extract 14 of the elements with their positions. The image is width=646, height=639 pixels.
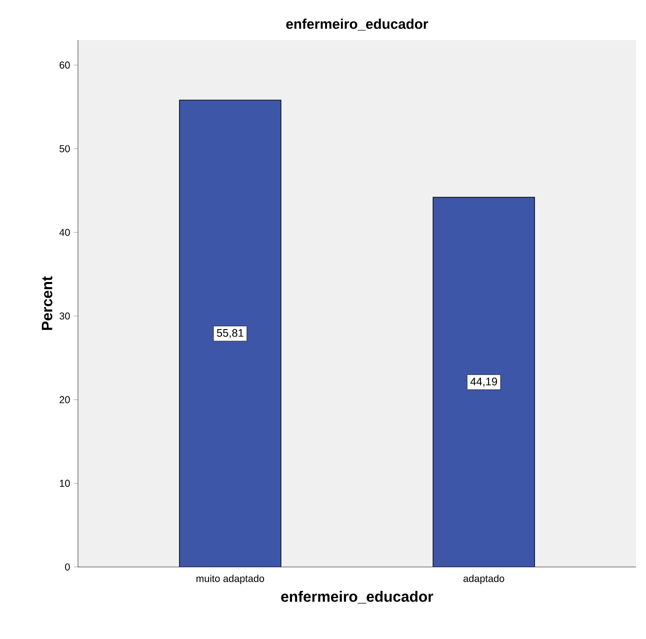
data-label: 55,81 xyxy=(216,329,244,338)
y-tick-label: 10 xyxy=(60,480,70,487)
y-tick-label: 50 xyxy=(60,145,70,152)
x-axis-title: enfermeiro_educador xyxy=(281,590,434,604)
y-tick-label: 30 xyxy=(60,312,70,320)
y-tick-label: 0 xyxy=(65,563,70,571)
x-tick-label: muito adaptado xyxy=(196,574,264,584)
x-tick-label: adaptado xyxy=(463,574,504,584)
y-tick-label: 40 xyxy=(59,228,70,236)
y-tick-label: 20 xyxy=(60,396,70,404)
y-axis-title: Percent xyxy=(42,276,52,330)
chart-title: enfermeiro_educador xyxy=(286,18,428,30)
data-label: 44,19 xyxy=(470,378,498,387)
y-tick-label: 60 xyxy=(60,62,70,69)
